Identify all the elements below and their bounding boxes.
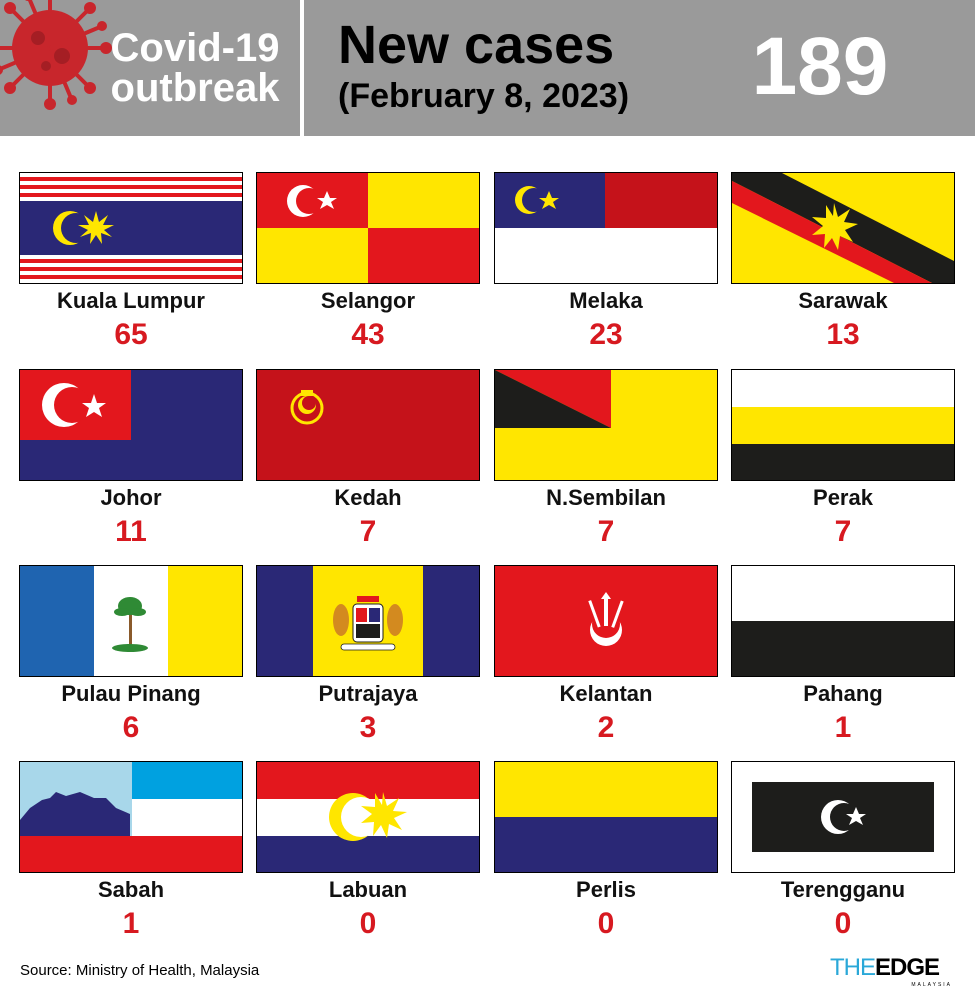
state-case-count: 2 <box>597 711 615 744</box>
state-name: Perak <box>813 485 873 510</box>
flag-sarawak <box>731 172 955 284</box>
logo-the: THE <box>830 954 876 981</box>
flag-putrajaya <box>256 565 480 677</box>
state-name: Sabah <box>97 877 165 902</box>
flag-perak <box>731 369 955 481</box>
logo-edge: EDGE <box>875 954 940 981</box>
state-case-count: 0 <box>359 907 377 940</box>
brand-title: Covid-19 outbreak <box>100 28 290 108</box>
flag-labuan <box>256 761 480 873</box>
flag-selangor <box>256 172 480 284</box>
state-name: Putrajaya <box>318 681 418 706</box>
state-name: Kuala Lumpur <box>57 288 205 313</box>
state-name: Sarawak <box>798 288 888 313</box>
state-name: Pulau Pinang <box>61 681 201 706</box>
state-name: Melaka <box>569 288 643 313</box>
flag-johor <box>19 369 243 481</box>
state-case-count: 7 <box>359 515 377 548</box>
state-case-count: 11 <box>115 515 147 548</box>
flag-sabah <box>19 761 243 873</box>
state-case-count: 23 <box>589 318 623 351</box>
state-case-count: 1 <box>122 907 140 940</box>
flag-kuala-lumpur <box>19 172 243 284</box>
flag-terengganu <box>731 761 955 873</box>
flag-pulau-pinang <box>19 565 243 677</box>
state-name: Selangor <box>320 288 416 313</box>
flag-pahang <box>731 565 955 677</box>
state-name: Pahang <box>803 681 883 706</box>
header-banner: Covid-19 outbreak New cases (February 8,… <box>0 0 975 136</box>
state-name: Terengganu <box>780 877 906 902</box>
flag-kedah <box>256 369 480 481</box>
the-edge-logo: THEEDGE MALAYSIA <box>830 955 960 991</box>
state-case-count: 43 <box>351 318 385 351</box>
headline: New cases <box>338 15 615 75</box>
source-note: Source: Ministry of Health, Malaysia <box>20 962 260 979</box>
flag-perlis <box>494 761 718 873</box>
state-case-count: 6 <box>122 711 140 744</box>
state-case-count: 0 <box>834 907 852 940</box>
state-case-count: 1 <box>834 711 852 744</box>
brand-panel: Covid-19 outbreak <box>0 0 300 136</box>
state-name: Perlis <box>576 877 636 902</box>
state-case-count: 7 <box>834 515 852 548</box>
state-name: Johor <box>100 485 162 510</box>
state-name: Kelantan <box>559 681 653 706</box>
logo-wordmark: THEEDGE <box>830 954 940 981</box>
header-divider <box>300 0 304 136</box>
state-case-count: 65 <box>114 318 148 351</box>
flag-melaka <box>494 172 718 284</box>
subheadline-date: (February 8, 2023) <box>338 77 630 115</box>
brand-line-2: outbreak <box>110 66 280 110</box>
state-case-count: 7 <box>597 515 615 548</box>
flag-negeri-sembilan <box>494 369 718 481</box>
total-cases: 189 <box>751 21 889 112</box>
virus-icon <box>0 0 112 110</box>
state-case-count: 3 <box>359 711 377 744</box>
state-case-count: 0 <box>597 907 615 940</box>
flag-kelantan <box>494 565 718 677</box>
state-name: Kedah <box>334 485 402 510</box>
state-case-count: 13 <box>826 318 860 351</box>
state-name: Labuan <box>328 877 408 902</box>
state-name: N.Sembilan <box>546 485 666 510</box>
logo-subtitle: MALAYSIA <box>911 982 952 988</box>
brand-line-1: Covid-19 <box>110 26 280 70</box>
